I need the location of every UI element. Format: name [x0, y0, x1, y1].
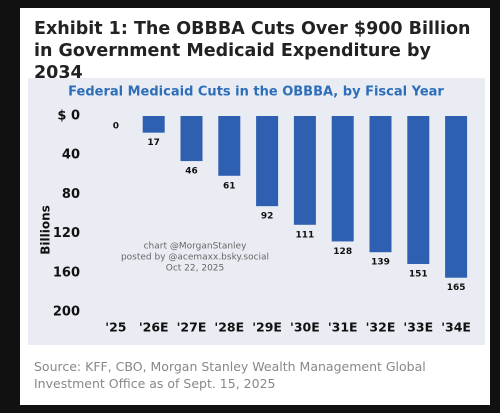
chart-title: Federal Medicaid Cuts in the OBBBA, by F…	[68, 85, 444, 100]
bar	[331, 116, 354, 242]
y-axis-label: Billions	[39, 205, 53, 255]
value-label: 17	[147, 138, 160, 148]
x-tick-label: '26E	[139, 320, 169, 335]
value-label: 0	[113, 122, 119, 132]
bar	[369, 116, 392, 253]
annotation: Oct 22, 2025	[166, 264, 225, 274]
bar	[407, 116, 430, 264]
value-label: 128	[333, 247, 352, 257]
x-tick-label: '33E	[403, 320, 433, 335]
x-tick-label: '27E	[177, 320, 207, 335]
bar	[293, 116, 316, 225]
value-label: 139	[371, 258, 390, 268]
y-tick-label: 200	[53, 305, 80, 320]
chart: Federal Medicaid Cuts in the OBBBA, by F…	[28, 78, 485, 345]
bar	[218, 116, 241, 176]
y-tick-label: 160	[53, 265, 80, 280]
x-tick-label: '29E	[252, 320, 282, 335]
annotation: chart @MorganStanley	[144, 242, 248, 252]
y-tick-label: 120	[53, 226, 80, 241]
y-tick-label: 80	[62, 187, 80, 202]
value-label: 92	[261, 212, 274, 222]
bar	[180, 116, 203, 162]
x-tick-label: '31E	[328, 320, 358, 335]
x-tick-label: '32E	[366, 320, 396, 335]
x-tick-label: '34E	[441, 320, 471, 335]
x-tick-label: '25	[105, 320, 126, 335]
x-tick-label: '28E	[214, 320, 244, 335]
value-label: 165	[447, 283, 466, 293]
value-label: 151	[409, 269, 428, 279]
bar	[256, 116, 279, 207]
value-label: 46	[185, 167, 198, 177]
value-label: 61	[223, 181, 236, 191]
y-tick-label: $ 0	[57, 109, 80, 124]
y-tick-label: 40	[62, 148, 80, 163]
x-tick-label: '30E	[290, 320, 320, 335]
source: Source: KFF, CBO, Morgan Stanley Wealth …	[34, 359, 426, 391]
annotation: posted by @acemaxx.bsky.social	[121, 253, 269, 263]
bar	[445, 116, 468, 278]
value-label: 111	[296, 230, 315, 240]
bar	[142, 116, 165, 133]
card: Exhibit 1: The OBBBA Cuts Over $900 Bill…	[20, 8, 490, 405]
